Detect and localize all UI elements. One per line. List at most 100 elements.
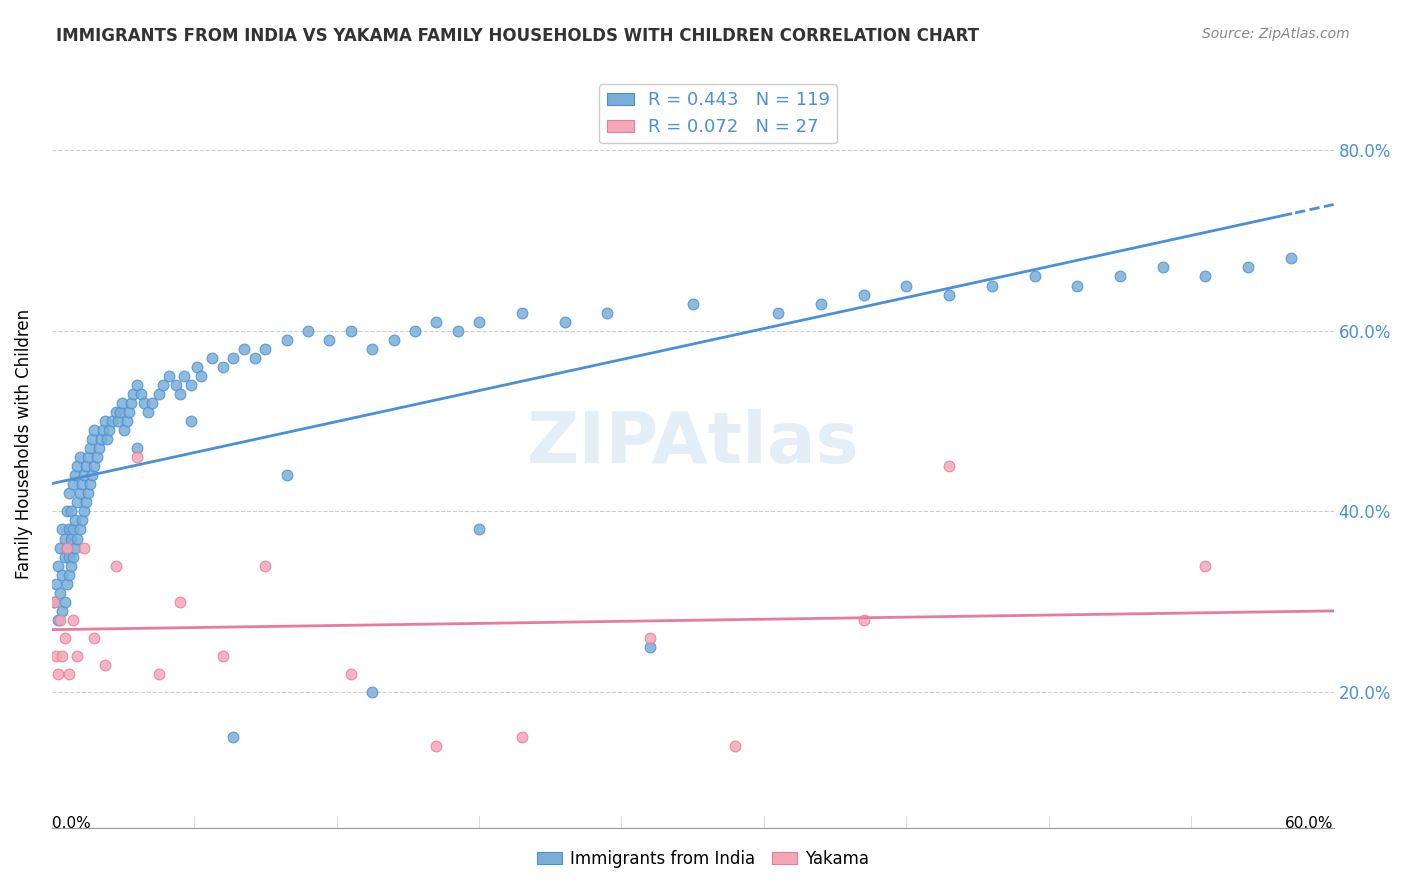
Point xyxy=(66,532,89,546)
Legend: R = 0.443   N = 119, R = 0.072   N = 27: R = 0.443 N = 119, R = 0.072 N = 27 xyxy=(599,84,838,144)
Point xyxy=(180,378,202,392)
Point xyxy=(87,441,110,455)
Point xyxy=(340,324,363,338)
Point xyxy=(46,667,69,681)
Point xyxy=(157,368,180,383)
Point xyxy=(49,586,72,600)
Y-axis label: Family Households with Children: Family Households with Children xyxy=(15,309,32,579)
Point xyxy=(86,450,108,465)
Point xyxy=(53,595,76,609)
Point xyxy=(136,405,159,419)
Point xyxy=(112,423,135,437)
Point xyxy=(127,378,149,392)
Point xyxy=(201,351,224,365)
Point xyxy=(222,351,245,365)
Point xyxy=(70,477,93,491)
Point xyxy=(169,387,191,401)
Point xyxy=(132,396,155,410)
Point xyxy=(468,523,491,537)
Point xyxy=(62,477,84,491)
Point xyxy=(65,541,87,555)
Point xyxy=(938,459,960,474)
Point xyxy=(98,423,121,437)
Point xyxy=(53,631,76,645)
Point xyxy=(55,541,77,555)
Point xyxy=(51,648,73,663)
Text: 60.0%: 60.0% xyxy=(1285,816,1334,831)
Point xyxy=(104,558,127,573)
Point xyxy=(69,523,91,537)
Point xyxy=(447,324,470,338)
Point xyxy=(222,731,245,745)
Point xyxy=(94,658,117,673)
Text: 0.0%: 0.0% xyxy=(52,816,90,831)
Point xyxy=(79,441,101,455)
Point xyxy=(58,667,80,681)
Point xyxy=(51,604,73,618)
Point xyxy=(127,441,149,455)
Point xyxy=(382,333,405,347)
Point xyxy=(510,305,533,319)
Point xyxy=(852,613,875,627)
Point xyxy=(69,486,91,500)
Point xyxy=(46,613,69,627)
Point xyxy=(638,640,661,654)
Point xyxy=(100,414,122,428)
Point xyxy=(96,432,118,446)
Point xyxy=(1237,260,1260,275)
Point xyxy=(65,468,87,483)
Point xyxy=(58,549,80,564)
Point xyxy=(108,405,131,419)
Point xyxy=(77,450,100,465)
Point xyxy=(186,359,208,374)
Point xyxy=(148,667,170,681)
Point xyxy=(553,315,575,329)
Point xyxy=(42,595,65,609)
Point xyxy=(53,532,76,546)
Point xyxy=(58,567,80,582)
Point xyxy=(83,423,105,437)
Point xyxy=(120,396,142,410)
Point xyxy=(59,532,82,546)
Point xyxy=(49,613,72,627)
Point xyxy=(111,396,134,410)
Point xyxy=(141,396,163,410)
Point xyxy=(190,368,212,383)
Point xyxy=(94,414,117,428)
Point xyxy=(53,549,76,564)
Point xyxy=(1024,269,1046,284)
Point xyxy=(58,486,80,500)
Point xyxy=(75,495,97,509)
Point xyxy=(115,414,138,428)
Point xyxy=(55,504,77,518)
Point xyxy=(425,739,447,754)
Point xyxy=(77,486,100,500)
Point xyxy=(173,368,195,383)
Point xyxy=(82,432,104,446)
Point xyxy=(361,342,384,356)
Point xyxy=(79,477,101,491)
Point xyxy=(896,278,918,293)
Point xyxy=(1194,269,1216,284)
Point xyxy=(724,739,747,754)
Point xyxy=(90,432,112,446)
Point xyxy=(49,541,72,555)
Point xyxy=(810,296,832,310)
Point xyxy=(62,549,84,564)
Point xyxy=(127,450,149,465)
Point xyxy=(107,414,129,428)
Point xyxy=(276,333,298,347)
Point xyxy=(468,315,491,329)
Point xyxy=(1279,252,1302,266)
Point xyxy=(254,558,277,573)
Point xyxy=(73,468,96,483)
Legend: Immigrants from India, Yakama: Immigrants from India, Yakama xyxy=(530,844,876,875)
Point xyxy=(276,468,298,483)
Point xyxy=(1152,260,1174,275)
Point xyxy=(211,648,233,663)
Point xyxy=(91,423,114,437)
Point xyxy=(233,342,256,356)
Point xyxy=(852,287,875,301)
Point xyxy=(148,387,170,401)
Point xyxy=(73,504,96,518)
